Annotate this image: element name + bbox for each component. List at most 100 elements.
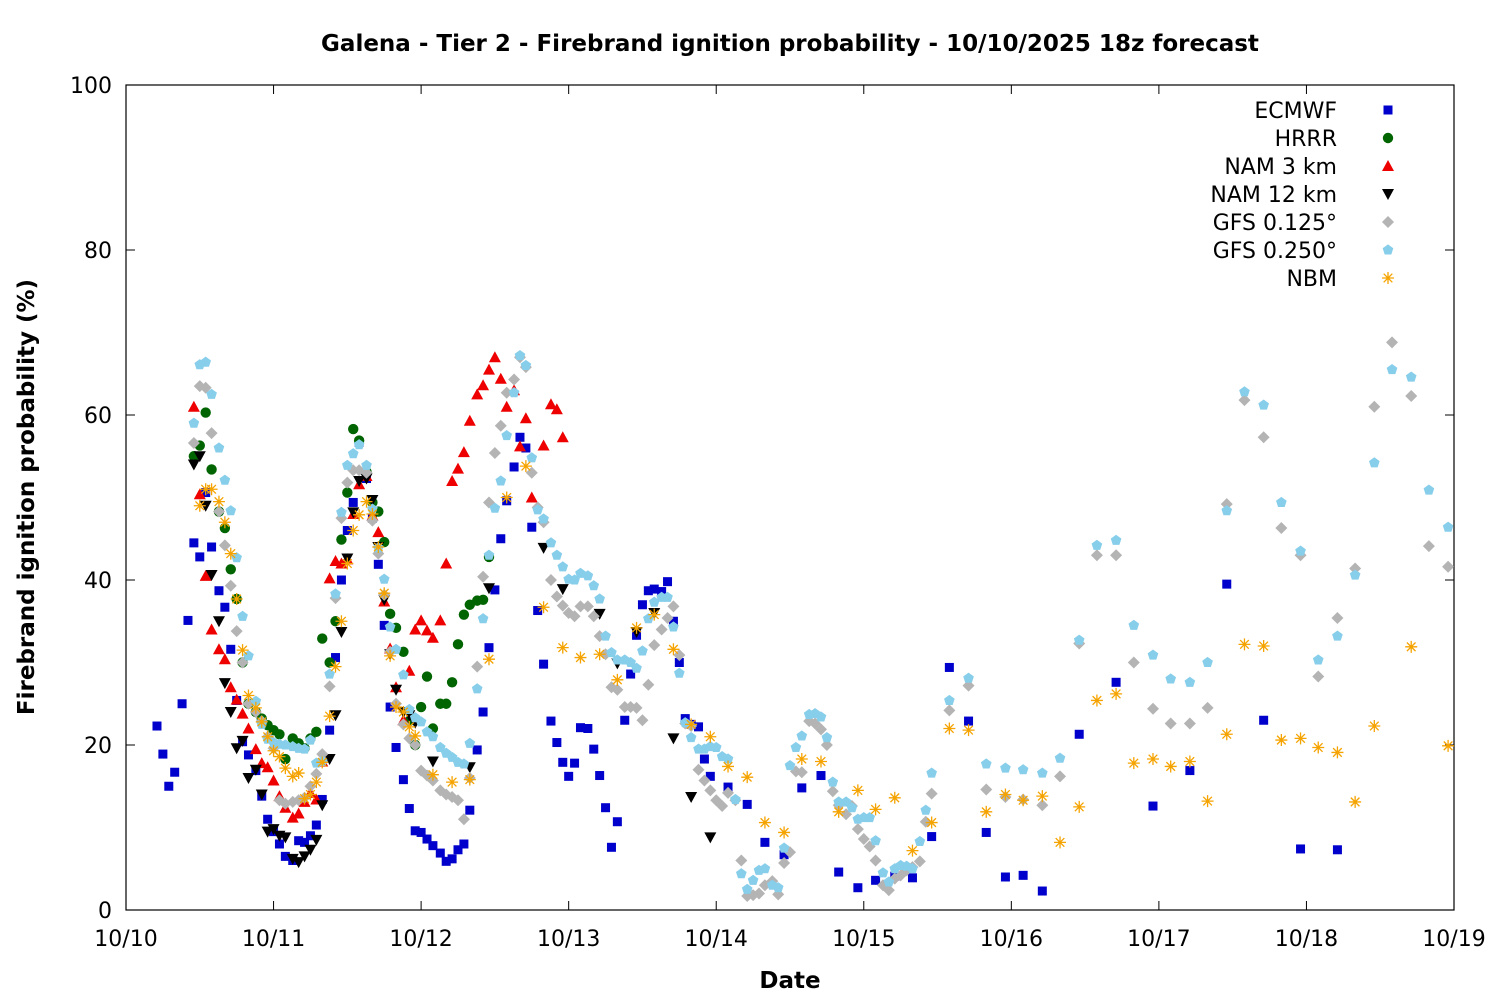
data-point <box>741 771 754 784</box>
data-point <box>705 771 715 781</box>
data-point <box>877 867 889 878</box>
y-tick-label: 20 <box>84 734 112 759</box>
data-point <box>212 616 225 628</box>
data-point <box>435 848 445 858</box>
data-point <box>379 620 389 630</box>
data-point <box>1018 870 1028 880</box>
data-point <box>242 722 255 734</box>
data-point <box>152 721 162 731</box>
data-point <box>883 876 895 887</box>
data-point <box>409 739 422 751</box>
data-point <box>551 549 563 560</box>
data-point <box>292 767 305 780</box>
data-point <box>341 476 354 489</box>
data-point <box>532 504 544 515</box>
data-point <box>316 756 329 769</box>
data-point <box>372 526 385 538</box>
data-point <box>515 432 525 442</box>
data-point <box>274 839 284 849</box>
data-point <box>434 614 447 626</box>
data-point <box>1185 766 1195 776</box>
data-point <box>1258 399 1269 410</box>
data-point <box>778 856 791 869</box>
data-point <box>552 738 562 748</box>
data-point <box>1332 630 1343 641</box>
data-point <box>348 423 359 435</box>
data-point <box>1349 569 1361 580</box>
data-point <box>834 867 844 877</box>
data-point <box>833 796 845 807</box>
data-point <box>778 826 791 839</box>
data-point <box>1165 673 1177 684</box>
data-point <box>832 805 845 818</box>
data-point <box>231 552 242 563</box>
data-point <box>390 643 402 654</box>
data-point <box>426 756 439 768</box>
data-point <box>205 623 218 635</box>
legend-label: ECMWF <box>1254 99 1337 124</box>
data-point <box>267 774 280 786</box>
data-point <box>963 672 974 683</box>
data-point <box>778 842 790 853</box>
data-point <box>814 755 827 768</box>
data-point <box>403 720 416 733</box>
data-point <box>753 887 766 900</box>
data-point <box>556 599 569 612</box>
data-point <box>250 695 262 706</box>
data-point <box>187 437 200 450</box>
data-point <box>1148 801 1158 811</box>
data-point <box>421 624 434 636</box>
data-point <box>1239 386 1250 397</box>
x-tick-label: 10/10 <box>94 927 157 952</box>
data-point <box>625 656 636 668</box>
data-point <box>329 660 342 673</box>
data-point <box>452 462 464 474</box>
data-point <box>1127 757 1140 770</box>
legend-marker <box>1383 105 1393 115</box>
data-point <box>471 683 483 694</box>
data-point <box>643 613 654 624</box>
data-point <box>1000 872 1010 882</box>
data-point <box>193 451 206 463</box>
y-tick-label: 60 <box>84 404 112 429</box>
data-point <box>944 662 954 672</box>
data-point <box>224 547 237 560</box>
data-point <box>446 475 459 486</box>
data-point <box>484 643 494 653</box>
data-point <box>589 744 599 754</box>
data-point <box>882 884 895 897</box>
data-point <box>556 584 569 596</box>
data-point <box>279 832 292 844</box>
data-point <box>353 508 366 521</box>
data-point <box>925 816 938 829</box>
data-point <box>943 722 956 735</box>
data-point <box>722 786 735 799</box>
data-point <box>772 882 784 893</box>
data-point <box>1331 611 1344 624</box>
data-point <box>758 816 771 829</box>
data-point <box>390 701 403 714</box>
data-point <box>347 448 359 459</box>
data-point <box>730 793 741 804</box>
data-point <box>206 388 217 399</box>
data-point <box>347 507 360 519</box>
y-tick-label: 0 <box>98 899 112 924</box>
data-point <box>1111 677 1121 687</box>
data-point <box>827 776 839 787</box>
data-point <box>704 784 717 797</box>
data-point <box>870 835 881 846</box>
data-point <box>372 541 385 553</box>
data-point <box>212 505 225 518</box>
data-point <box>1349 562 1362 575</box>
data-point <box>1201 795 1214 808</box>
data-point <box>648 608 661 621</box>
data-point <box>587 610 600 623</box>
data-point <box>611 683 624 696</box>
data-point <box>500 491 513 504</box>
data-point <box>1386 336 1399 349</box>
data-point <box>360 473 373 485</box>
data-point <box>366 508 379 520</box>
data-point <box>330 588 341 599</box>
data-point <box>458 609 470 620</box>
data-point <box>477 613 489 624</box>
